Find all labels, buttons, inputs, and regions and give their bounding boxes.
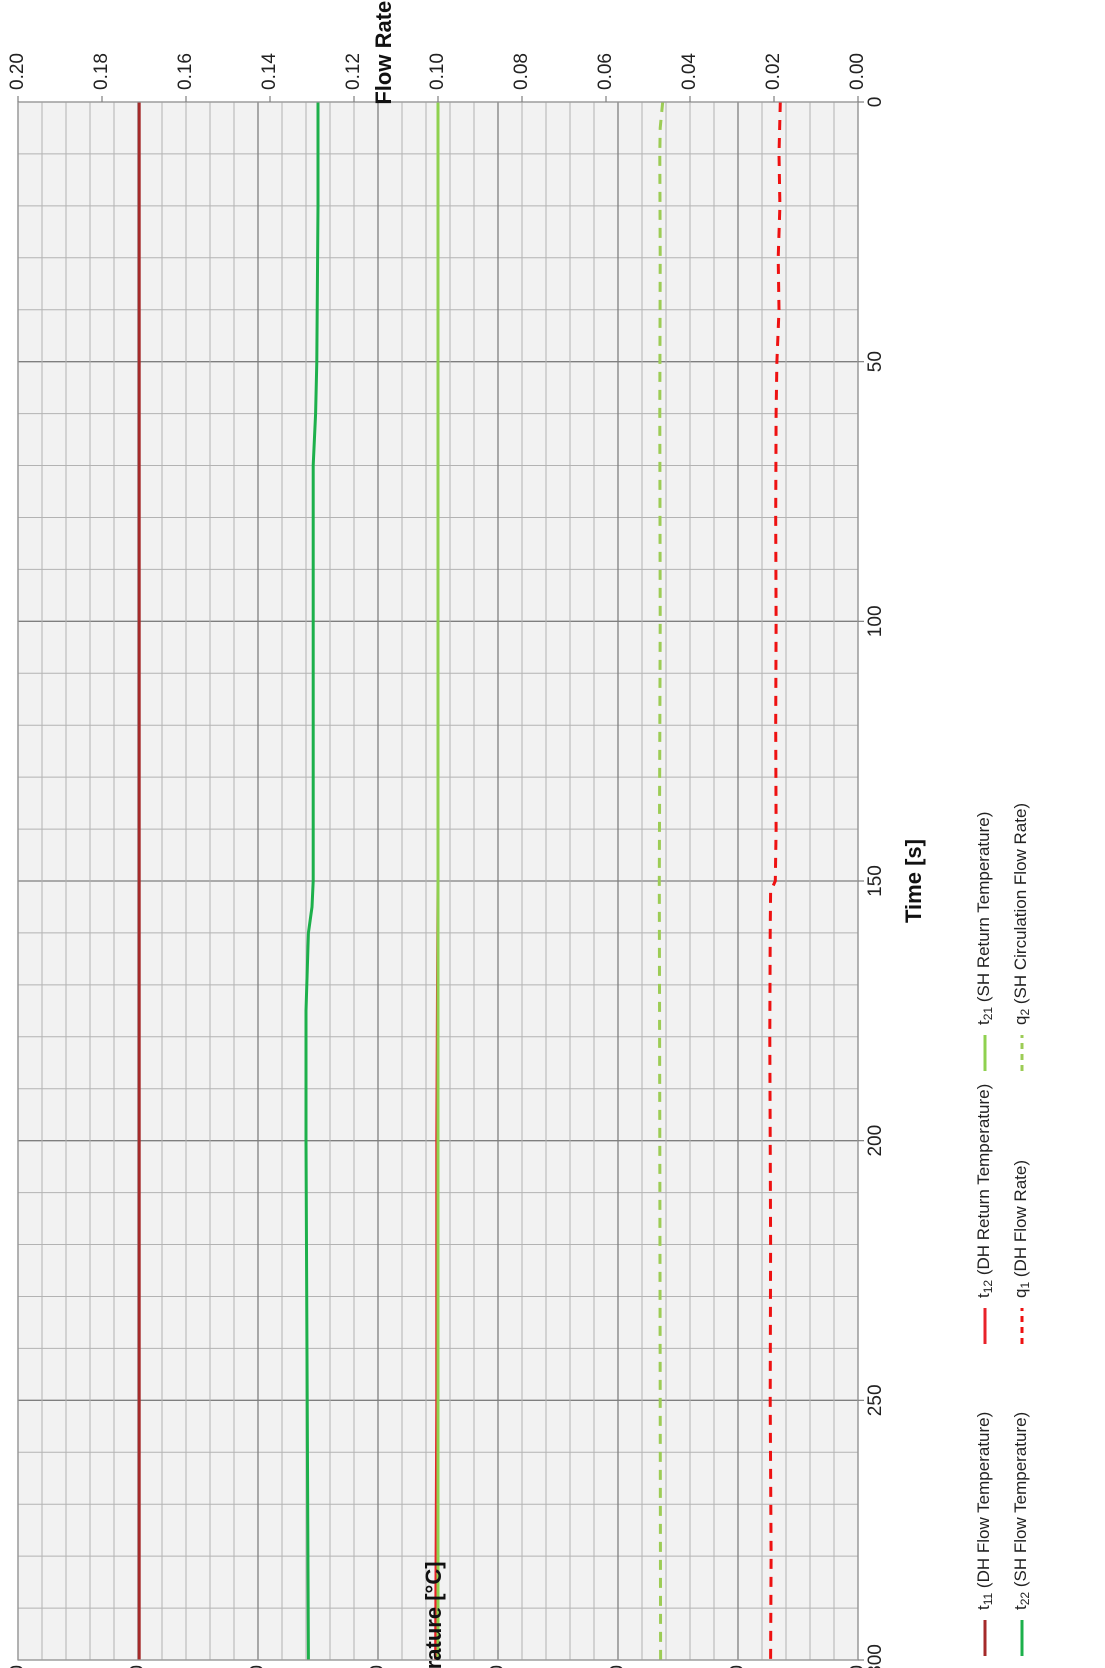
y-right-tick-label: 0.02: [763, 53, 784, 90]
legend-label-t22: t22 (SH Flow Temperature): [1011, 1412, 1032, 1610]
series-line-q2: [657, 101, 665, 1661]
y-left-tick-label: 70: [7, 1665, 28, 1668]
y-left-tick-label: 30: [487, 1665, 508, 1668]
y-left-tick-label: 20: [607, 1665, 628, 1668]
y-left-axis-title: Temperature [°C]: [421, 1561, 446, 1668]
legend-label-t11: t11 (DH Flow Temperature): [974, 1412, 995, 1610]
x-tick-label: 50: [865, 351, 886, 372]
legend-label-q1: q1 (DH Flow Rate): [1011, 1160, 1032, 1298]
y-right-tick-label: 0.06: [595, 53, 616, 90]
legend-label-q2: q2 (SH Circulation Flow Rate): [1011, 803, 1032, 1025]
legend-label-t21: t21 (SH Return Temperature): [974, 812, 995, 1025]
y-left-tick-label: 0: [847, 1665, 868, 1668]
series-line-t22: [304, 102, 320, 1661]
y-right-tick-label: 0.10: [427, 53, 448, 90]
y-right-tick-label: 0.20: [7, 53, 28, 90]
y-right-tick-label: 0.00: [847, 53, 868, 90]
legend-label-t12: t12 (DH Return Temperature): [974, 1084, 995, 1298]
y-left-tick-label: 60: [127, 1665, 148, 1668]
y-left-tick-label: 10: [727, 1665, 748, 1668]
y-right-tick-label: 0.08: [511, 53, 532, 90]
x-tick-label: 150: [865, 865, 886, 897]
y-right-tick-label: 0.14: [259, 53, 280, 90]
y-right-tick-label: 0.12: [343, 53, 364, 90]
y-left-tick-label: 40: [367, 1665, 388, 1668]
x-tick-label: 250: [865, 1384, 886, 1416]
series-lines: [137, 101, 782, 1661]
y-left-tick-label: 50: [247, 1665, 268, 1668]
x-tick-label: 100: [865, 605, 886, 637]
x-tick-label: 0: [865, 97, 886, 108]
series-line-q1: [768, 101, 782, 1661]
y-right-tick-label: 0.18: [91, 53, 112, 90]
x-tick-label: 200: [865, 1125, 886, 1157]
tick-labels: 0501001502002503000102030405060700.000.0…: [7, 53, 886, 1668]
axis-titles: Time [s] Flow Rate [Ls⁻¹] Temperature [°C]: [371, 0, 926, 1668]
y-right-axis-title: Flow Rate [Ls⁻¹]: [371, 0, 396, 105]
x-tick-label: 300: [865, 1644, 886, 1668]
legend: t11 (DH Flow Temperature) t12 (DH Return …: [974, 803, 1032, 1656]
x-axis-title: Time [s]: [901, 839, 926, 923]
y-right-tick-label: 0.16: [175, 53, 196, 90]
y-right-tick-label: 0.04: [679, 53, 700, 90]
